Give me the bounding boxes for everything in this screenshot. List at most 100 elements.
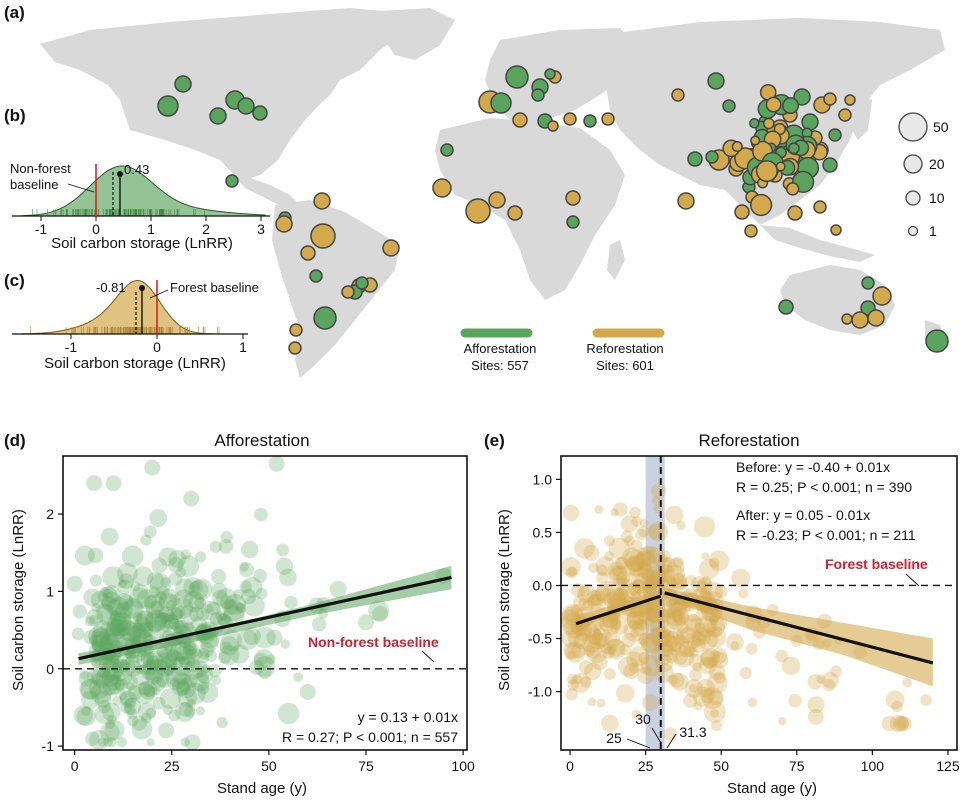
- panel-d-point: [90, 682, 112, 704]
- panel-e-point: [659, 619, 669, 628]
- panel-d-point: [83, 588, 102, 607]
- panel-d-point: [100, 722, 120, 742]
- panel-d-point: [149, 509, 168, 527]
- panel-d-point: [219, 641, 233, 654]
- panel-e-point: [664, 648, 679, 663]
- panel-e-point: [601, 615, 614, 628]
- panel-d-point: [119, 690, 135, 706]
- panel-d-point: [101, 672, 110, 681]
- panel-e-break-label-25: 25: [606, 730, 622, 746]
- panel-d-point: [216, 588, 237, 609]
- panel-e-point: [637, 637, 646, 646]
- panel-d-ytick-label: -1: [42, 738, 55, 754]
- legend-afforestation-sites: Sites: 557: [471, 358, 529, 373]
- panel-d-point: [90, 627, 111, 648]
- panel-e-point: [712, 650, 721, 659]
- panel-e-point: [639, 518, 649, 528]
- panel-e-point: [607, 562, 626, 581]
- panel-e-point: [699, 647, 720, 669]
- panel-e-point: [595, 583, 616, 604]
- panel-d-point: [312, 617, 327, 632]
- reforestation-site-marker: [844, 94, 856, 106]
- panel-e-point: [893, 715, 909, 732]
- panel-e-point: [567, 679, 579, 691]
- panel-d-point: [109, 610, 120, 622]
- panel-e-point: [665, 635, 682, 652]
- reforestation-site-marker: [765, 96, 782, 113]
- panel-e-point: [637, 666, 655, 685]
- panel-e-point: [711, 651, 729, 669]
- panel-d-point: [146, 655, 160, 669]
- panel-e-point: [591, 653, 608, 671]
- panel-e-after-stats: R = -0.23; P < 0.001; n = 211: [736, 527, 916, 543]
- panel-c-baseline-label: Forest baseline: [170, 280, 259, 295]
- panel-d-point: [89, 634, 100, 646]
- panel-d-point: [198, 648, 210, 660]
- panel-b-baseline-label-2: baseline: [10, 177, 58, 192]
- panel-d-point: [100, 591, 122, 613]
- afforestation-site-marker: [209, 107, 227, 125]
- panel-d-point: [122, 598, 144, 620]
- afforestation-site-marker: [778, 299, 794, 315]
- panel-d-point: [156, 672, 173, 689]
- panel-d-point: [99, 678, 117, 697]
- reforestation-site-marker: [838, 108, 852, 122]
- central-america: [225, 165, 300, 208]
- panel-e-point: [644, 616, 655, 627]
- panel-e-point: [587, 594, 603, 610]
- panel-d-point: [265, 654, 276, 664]
- panel-e-point: [644, 603, 665, 624]
- panel-d-point: [112, 606, 132, 626]
- panel-e-point: [659, 567, 670, 579]
- panel-e-point: [664, 564, 685, 586]
- panel-e-point: [614, 620, 628, 635]
- panel-d-point: [152, 696, 166, 710]
- panel-d-point: [196, 607, 210, 621]
- panel-e-point: [587, 629, 604, 645]
- panel-e-point: [631, 619, 650, 637]
- panel-e-point: [630, 539, 643, 552]
- panel-e-point: [701, 552, 710, 561]
- panel-d-point: [155, 648, 178, 671]
- panel-c-density: -0.81 Forest baseline -1 0 1 Soil carbon s…: [12, 280, 259, 372]
- panel-d-point: [171, 665, 192, 686]
- panel-d-point: [121, 622, 142, 642]
- panel-e-point: [649, 569, 667, 586]
- panel-e-point: [650, 483, 667, 499]
- panel-e-point: [570, 672, 591, 693]
- afforestation-site-marker: [822, 157, 838, 173]
- panel-e-point: [613, 502, 628, 517]
- panel-e-point: [623, 620, 645, 642]
- panel-e-point: [611, 564, 623, 577]
- panel-e-point: [672, 629, 685, 642]
- panel-d-point: [142, 684, 156, 697]
- afforestation-site-marker: [544, 68, 556, 80]
- panel-d-point: [133, 566, 154, 587]
- panel-d-point: [103, 655, 119, 672]
- size-legend-label-10: 10: [929, 190, 945, 206]
- panel-e-point: [778, 717, 787, 726]
- panel-e-point: [648, 626, 670, 648]
- panel-e-point: [673, 614, 683, 624]
- panel-e-point: [586, 590, 603, 606]
- panel-d-point: [241, 540, 259, 559]
- panel-d-point: [196, 666, 214, 684]
- panel-d-point: [174, 619, 184, 629]
- panel-d-point: [284, 595, 298, 610]
- panel-d-point: [150, 600, 163, 613]
- panel-e-point: [637, 560, 652, 574]
- panel-d-point: [96, 666, 109, 679]
- panel-d-point: [236, 603, 247, 614]
- panel-e-point: [615, 684, 635, 703]
- panel-e-point: [694, 627, 712, 645]
- panel-label-c: (c): [4, 271, 25, 290]
- panel-b-tick-label: 3: [257, 221, 265, 237]
- reforestation-site-marker: [671, 88, 685, 102]
- panel-d-plot: 0 25 50 75 100 -1 0 1 2: [42, 455, 475, 774]
- panel-e-point: [603, 631, 621, 649]
- panel-e-point: [587, 697, 597, 707]
- panel-d-point: [81, 706, 91, 716]
- panel-d-point: [184, 706, 196, 718]
- panel-d-point: [128, 626, 142, 640]
- panel-e-point: [665, 575, 677, 587]
